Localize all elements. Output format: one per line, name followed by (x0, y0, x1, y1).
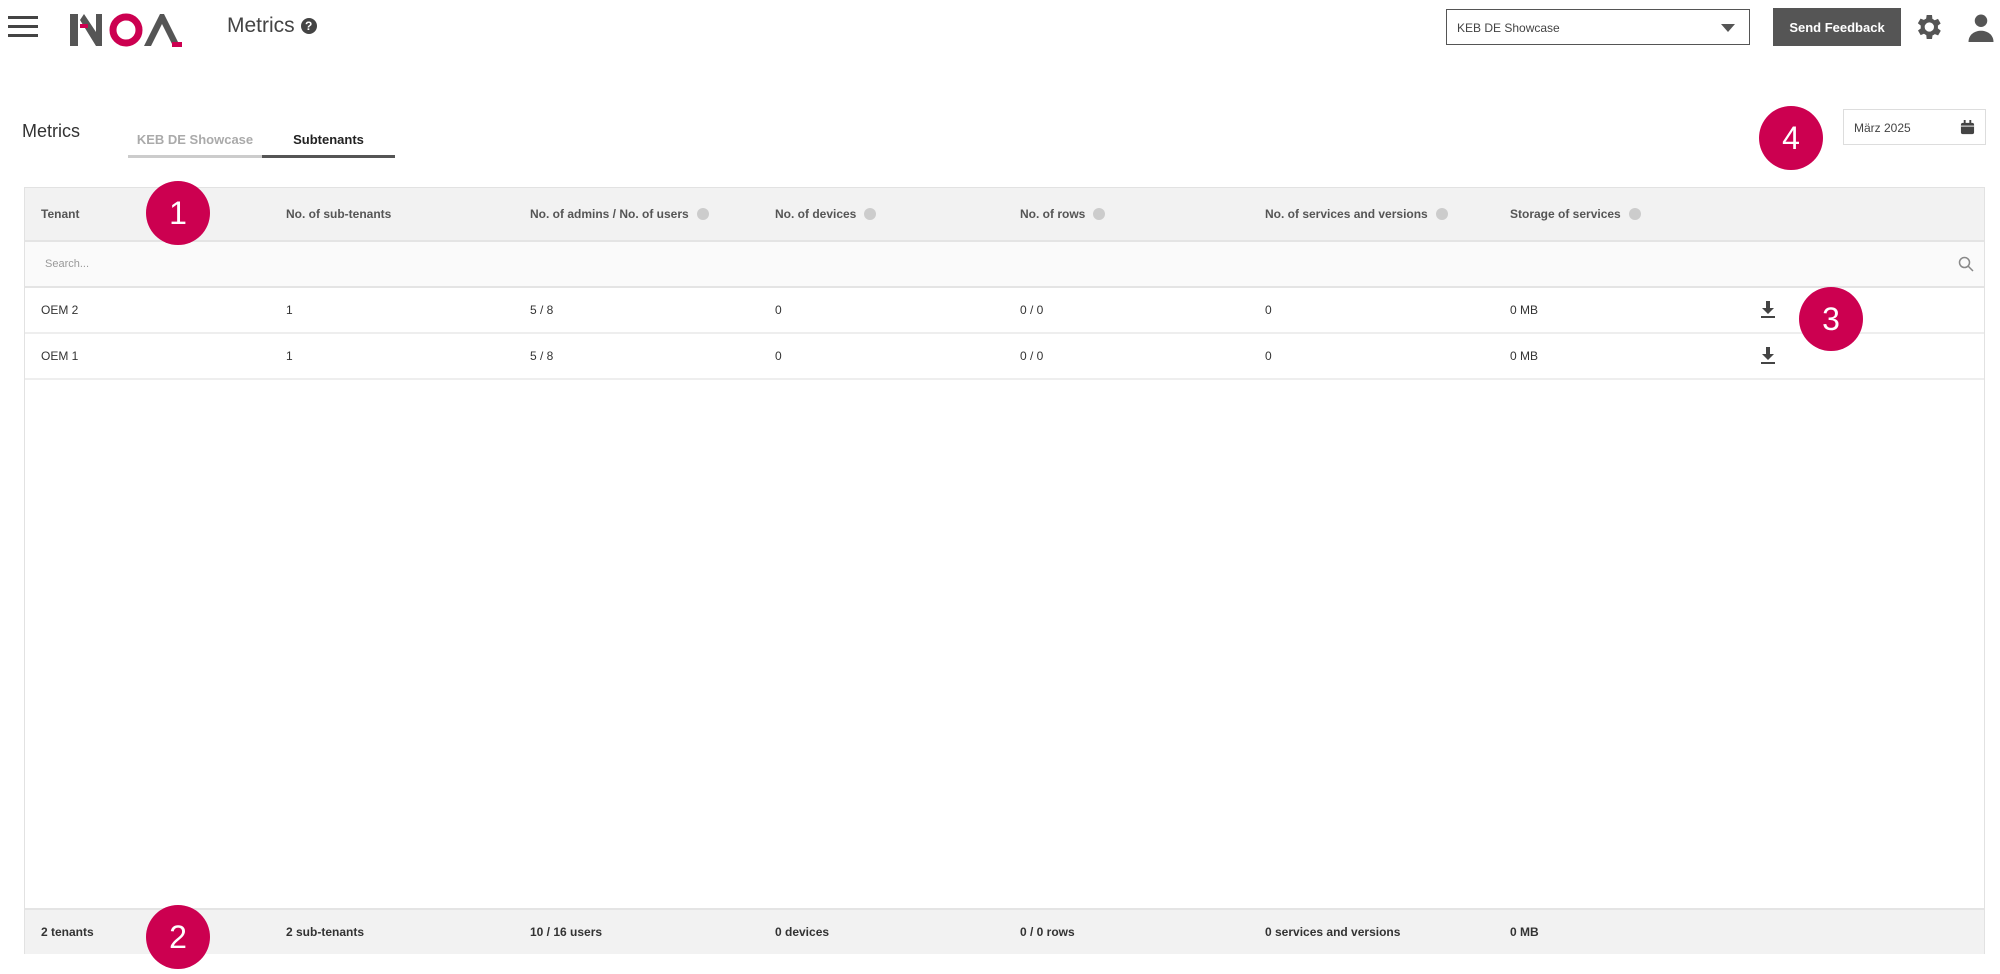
column-header-sub-tenants[interactable]: No. of sub-tenants (286, 207, 392, 221)
column-header-tenant[interactable]: Tenant (41, 207, 80, 221)
cell-sub-tenants: 1 (286, 349, 293, 363)
tenant-select[interactable]: KEB DE Showcase (1446, 9, 1750, 45)
cell-storage: 0 MB (1510, 349, 1539, 363)
chevron-down-icon (1721, 24, 1735, 32)
column-header-admins-users[interactable]: No. of admins / No. of users (530, 207, 709, 221)
cell-rows: 0 / 0 (1020, 349, 1044, 363)
column-header-devices[interactable]: No. of devices (775, 207, 877, 221)
info-icon[interactable] (1093, 208, 1106, 220)
cell-devices: 0 (775, 303, 782, 317)
search-icon[interactable] (1958, 256, 1974, 272)
tab-keb-de-showcase[interactable]: KEB DE Showcase (128, 130, 262, 158)
table-row[interactable]: OEM 1 1 5 / 8 0 0 / 0 0 0 MB (25, 334, 1984, 380)
info-icon[interactable] (1628, 208, 1641, 220)
download-icon[interactable] (1760, 347, 1776, 365)
cell-services: 0 (1265, 349, 1272, 363)
send-feedback-button[interactable]: Send Feedback (1773, 8, 1901, 46)
user-icon[interactable] (1966, 12, 1996, 42)
info-icon[interactable] (1435, 208, 1448, 220)
header-title-text: Metrics (227, 14, 295, 37)
download-icon[interactable] (1760, 301, 1776, 319)
cell-tenant: OEM 1 (41, 349, 79, 363)
menu-icon[interactable] (8, 16, 38, 38)
section-heading: Metrics (22, 121, 80, 141)
total-sub-tenants: 2 sub-tenants (286, 925, 365, 939)
table-footer-totals: 2 tenants 2 sub-tenants 10 / 16 users 0 … (25, 908, 1984, 954)
column-header-storage[interactable]: Storage of services (1510, 207, 1641, 221)
table-row[interactable]: OEM 2 1 5 / 8 0 0 / 0 0 0 MB (25, 288, 1984, 334)
cell-storage: 0 MB (1510, 303, 1539, 317)
search-input[interactable] (25, 242, 1984, 286)
gear-icon[interactable] (1912, 11, 1944, 43)
total-storage: 0 MB (1510, 925, 1539, 939)
cell-tenant: OEM 2 (41, 303, 79, 317)
annotation-badge-3: 3 (1799, 287, 1863, 351)
annotation-badge-2: 2 (146, 905, 210, 969)
tenant-select-value: KEB DE Showcase (1457, 21, 1560, 35)
cell-devices: 0 (775, 349, 782, 363)
cell-sub-tenants: 1 (286, 303, 293, 317)
page-header-title: Metrics? (227, 14, 317, 38)
total-rows: 0 / 0 rows (1020, 925, 1075, 939)
table-header: Tenant No. of sub-tenants No. of admins … (25, 188, 1984, 242)
metrics-table: Tenant No. of sub-tenants No. of admins … (24, 187, 1985, 954)
month-value: März 2025 (1854, 121, 1911, 135)
annotation-badge-4: 4 (1759, 106, 1823, 170)
search-row (25, 242, 1984, 288)
column-header-services[interactable]: No. of services and versions (1265, 207, 1448, 221)
info-icon[interactable] (696, 208, 709, 220)
cell-admins-users: 5 / 8 (530, 349, 554, 363)
cell-admins-users: 5 / 8 (530, 303, 554, 317)
total-tenants: 2 tenants (41, 925, 94, 939)
cell-rows: 0 / 0 (1020, 303, 1044, 317)
help-icon[interactable]: ? (300, 18, 317, 34)
total-devices: 0 devices (775, 925, 830, 939)
noa-logo (70, 13, 182, 47)
info-icon[interactable] (864, 208, 877, 220)
total-users: 10 / 16 users (530, 925, 603, 939)
annotation-badge-1: 1 (146, 181, 210, 245)
column-header-rows[interactable]: No. of rows (1020, 207, 1106, 221)
tab-subtenants[interactable]: Subtenants (262, 130, 395, 158)
total-services: 0 services and versions (1265, 925, 1401, 939)
month-picker[interactable]: März 2025 (1843, 109, 1986, 145)
calendar-icon (1960, 120, 1975, 135)
cell-services: 0 (1265, 303, 1272, 317)
